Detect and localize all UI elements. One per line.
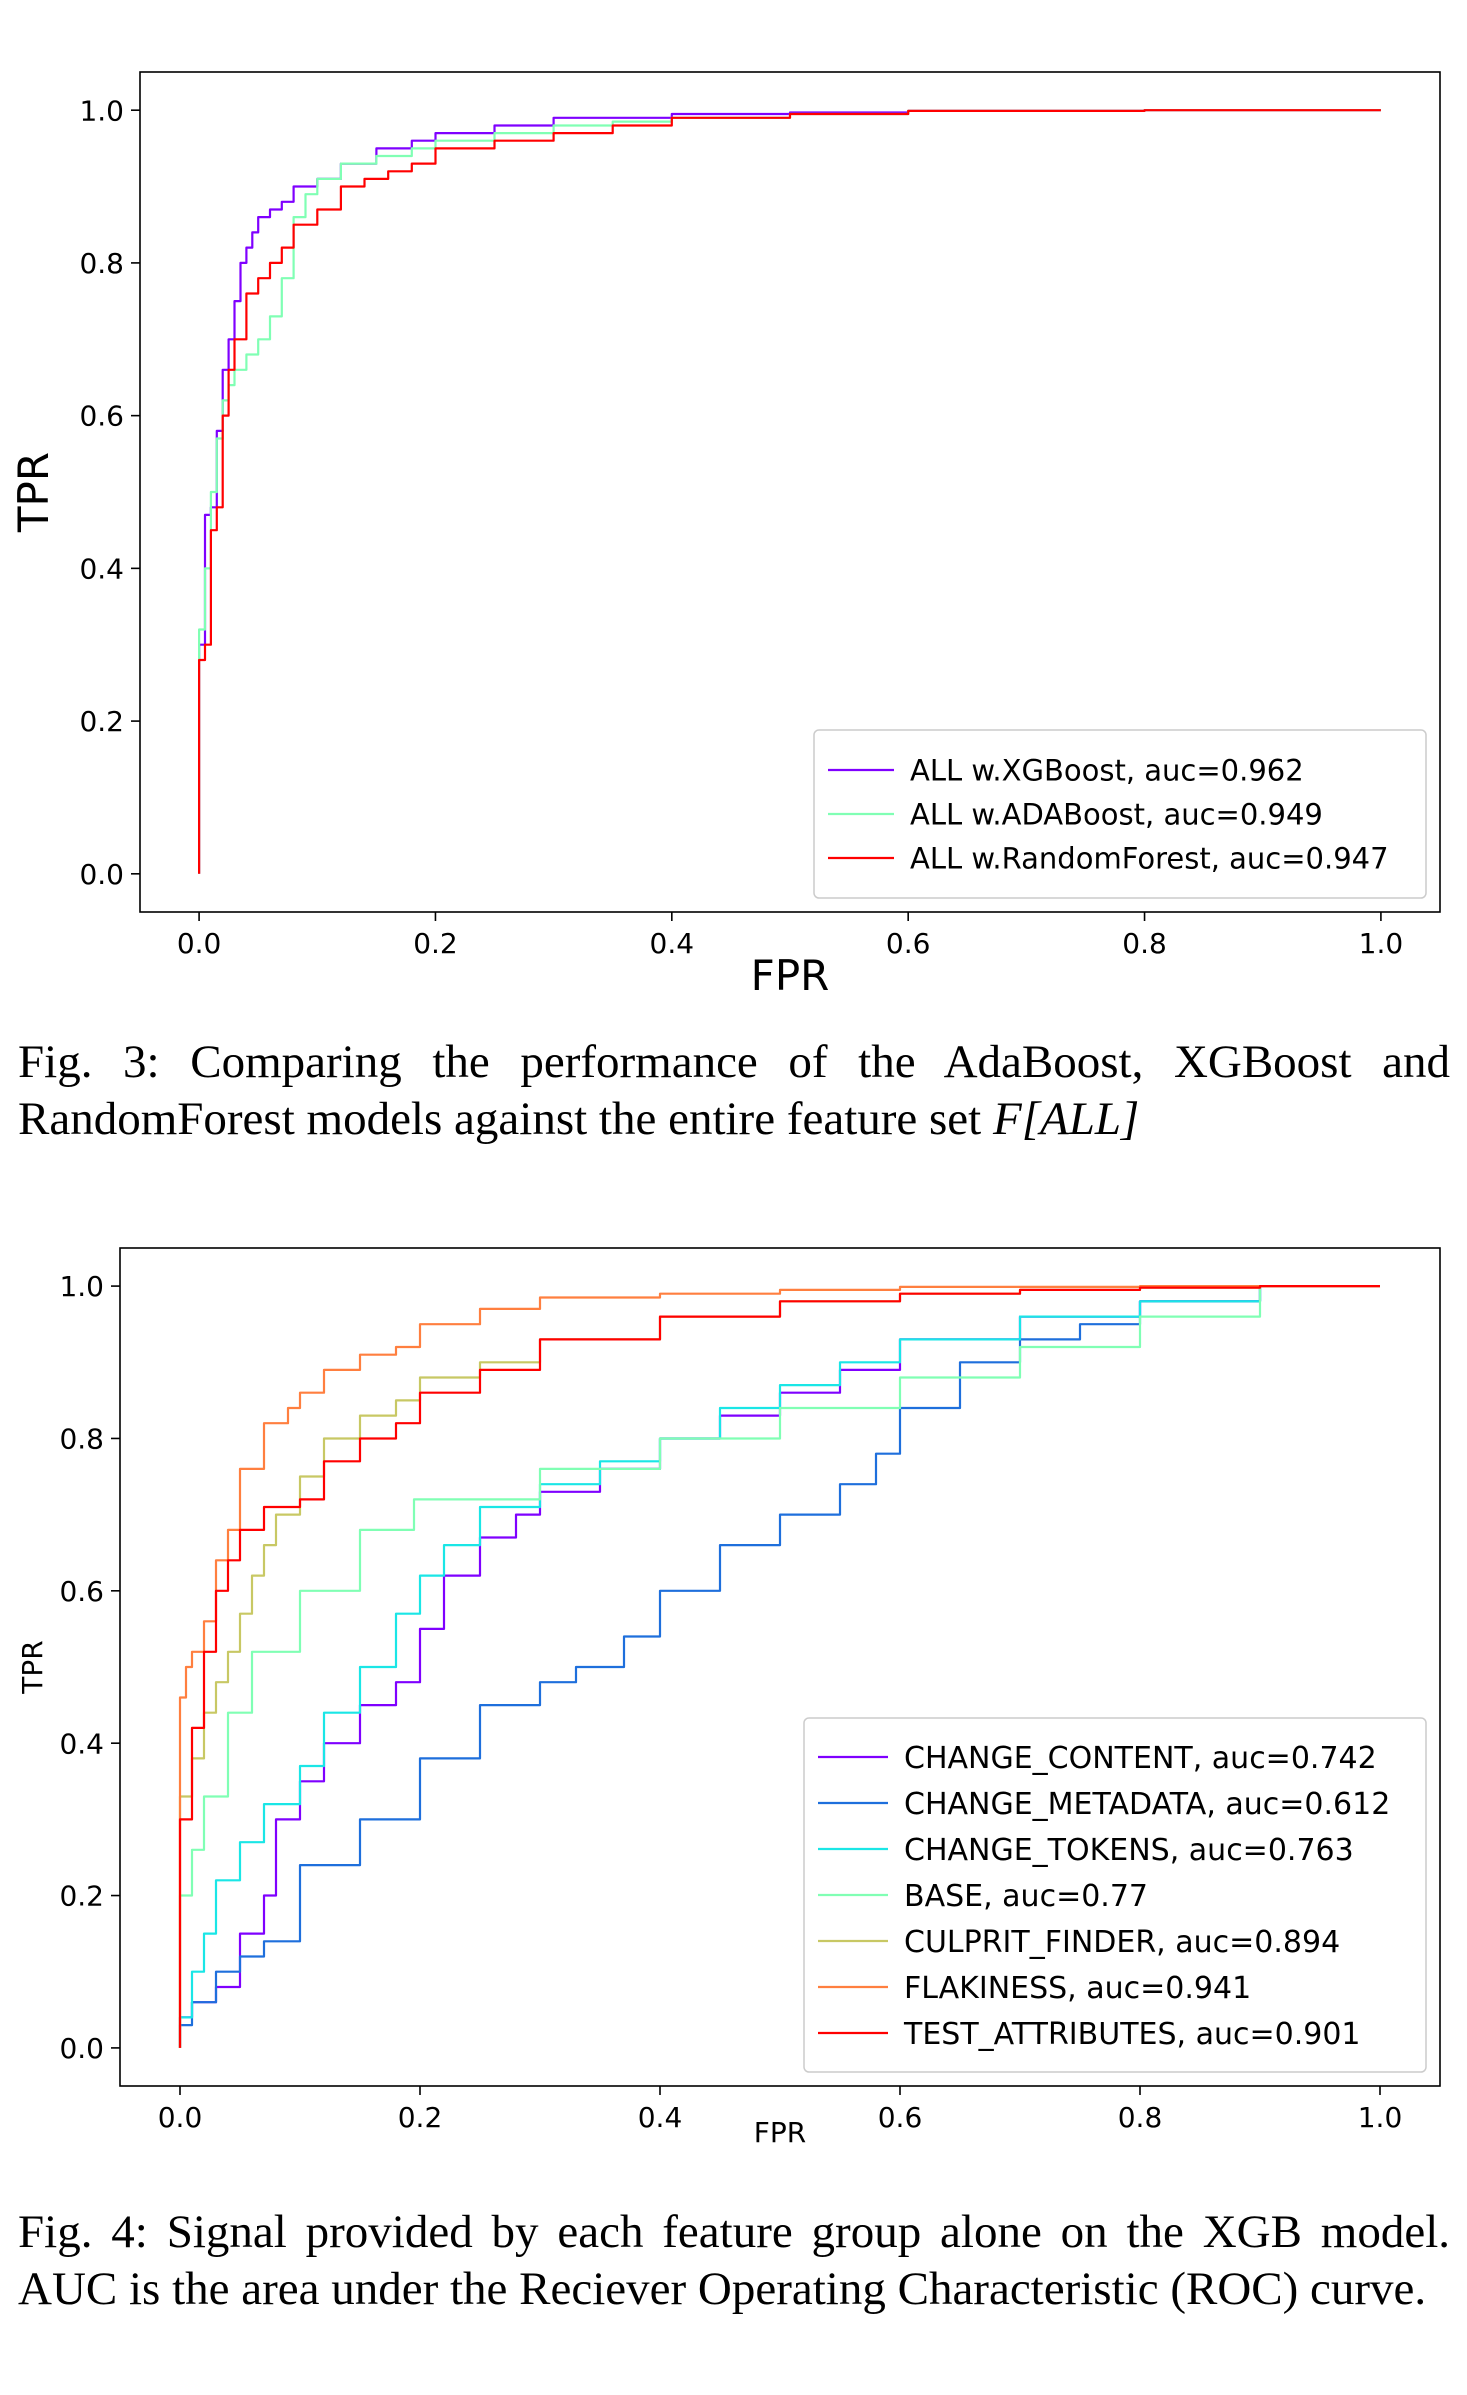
- y-tick-label: 1.0: [79, 94, 124, 127]
- caption-label: Fig. 3:: [18, 1036, 160, 1088]
- legend-box: [813, 729, 1427, 899]
- y-tick-label: 0.0: [59, 2032, 104, 2065]
- x-tick-label: 0.0: [177, 927, 222, 960]
- legend: ALL w.XGBoost, auc=0.962 ALL w.ADABoost, …: [813, 729, 1427, 899]
- figure-4: 0.0 0.2 0.4 0.6 0.8 1.0 0.0 0.2 0.4 0.6 0.8 1.0 FPR T…: [0, 1180, 1467, 2180]
- legend-entry: CHANGE_TOKENS, auc=0.763: [904, 1833, 1354, 1868]
- x-tick-label: 0.8: [1122, 927, 1167, 960]
- series-line-5: [178, 1285, 1380, 2048]
- y-tick-label: 0.4: [59, 1727, 104, 1760]
- y-tick-label: 0.2: [79, 705, 124, 738]
- legend-box: [803, 1717, 1427, 2073]
- legend-entry: FLAKINESS, auc=0.941: [904, 1971, 1251, 2006]
- x-tick-label: 0.8: [1118, 2101, 1163, 2134]
- series-line-2: [178, 1285, 1380, 2048]
- legend-entry: TEST_ATTRIBUTES, auc=0.901: [903, 2017, 1361, 2052]
- caption-label: Fig. 4:: [18, 2206, 148, 2258]
- series-line-1: [198, 109, 1381, 874]
- legend: CHANGE_CONTENT, auc=0.742 CHANGE_METADATA…: [803, 1717, 1427, 2073]
- legend-entry: ALL w.ADABoost, auc=0.949: [910, 797, 1323, 831]
- legend-entry: BASE, auc=0.77: [904, 1879, 1148, 1914]
- y-axis-label: TPR: [9, 452, 58, 533]
- legend-entry: CHANGE_CONTENT, auc=0.742: [904, 1741, 1377, 1776]
- x-tick-label: 0.4: [650, 927, 695, 960]
- series-line-0: [198, 109, 1381, 874]
- legend-entry: ALL w.RandomForest, auc=0.947: [910, 841, 1389, 875]
- x-axis-label: FPR: [751, 951, 830, 1000]
- x-tick-label: 0.6: [878, 2101, 923, 2134]
- series-line-0: [178, 1285, 1380, 2048]
- x-tick-label: 0.0: [158, 2101, 203, 2134]
- caption-text: Signal provided by each feature group al…: [18, 2206, 1451, 2315]
- y-tick-label: 0.0: [79, 858, 124, 891]
- x-axis-label: FPR: [754, 2116, 806, 2149]
- x-tick-label: 1.0: [1359, 927, 1404, 960]
- legend-entry: CHANGE_METADATA, auc=0.612: [904, 1787, 1390, 1822]
- y-tick-label: 1.0: [59, 1270, 104, 1303]
- x-tick-label: 0.6: [886, 927, 931, 960]
- figure-3: 0.0 0.2 0.4 0.6 0.8 1.0 0.0 0.2 0.4 0.6 0.8 1.0 FPR T…: [0, 0, 1467, 1000]
- y-tick-label: 0.2: [59, 1880, 104, 1913]
- y-tick-label: 0.8: [79, 247, 124, 280]
- series-line-3: [178, 1285, 1380, 2048]
- series-line-6: [178, 1285, 1380, 2048]
- y-tick-label: 0.8: [59, 1423, 104, 1456]
- roc-chart-fig3: 0.0 0.2 0.4 0.6 0.8 1.0 0.0 0.2 0.4 0.6 0.8 1.0 FPR T…: [9, 71, 1441, 1000]
- x-tick-label: 0.4: [638, 2101, 683, 2134]
- x-tick-label: 1.0: [1358, 2101, 1403, 2134]
- figure-4-caption: Fig. 4: Signal provided by each feature …: [18, 2204, 1450, 2318]
- x-tick-label: 0.2: [413, 927, 458, 960]
- legend-entry: ALL w.XGBoost, auc=0.962: [910, 753, 1304, 787]
- roc-chart-fig4: 0.0 0.2 0.4 0.6 0.8 1.0 0.0 0.2 0.4 0.6 0.8 1.0 FPR T…: [16, 1247, 1441, 2149]
- plot-frame: [139, 71, 1441, 913]
- series-line-2: [198, 109, 1381, 874]
- x-tick-label: 0.2: [398, 2101, 443, 2134]
- y-tick-label: 0.4: [79, 552, 124, 585]
- y-tick-label: 0.6: [79, 400, 124, 433]
- y-axis-label: TPR: [16, 1640, 49, 1694]
- y-tick-label: 0.6: [59, 1575, 104, 1608]
- figure-3-caption: Fig. 3: Comparing the performance of the…: [18, 1034, 1450, 1148]
- legend-entry: CULPRIT_FINDER, auc=0.894: [904, 1925, 1340, 1960]
- caption-emphasis: F[ALL]: [992, 1093, 1140, 1145]
- plot-frame: [119, 1247, 1441, 2087]
- caption-text: Comparing the performance of the AdaBoos…: [18, 1036, 1450, 1145]
